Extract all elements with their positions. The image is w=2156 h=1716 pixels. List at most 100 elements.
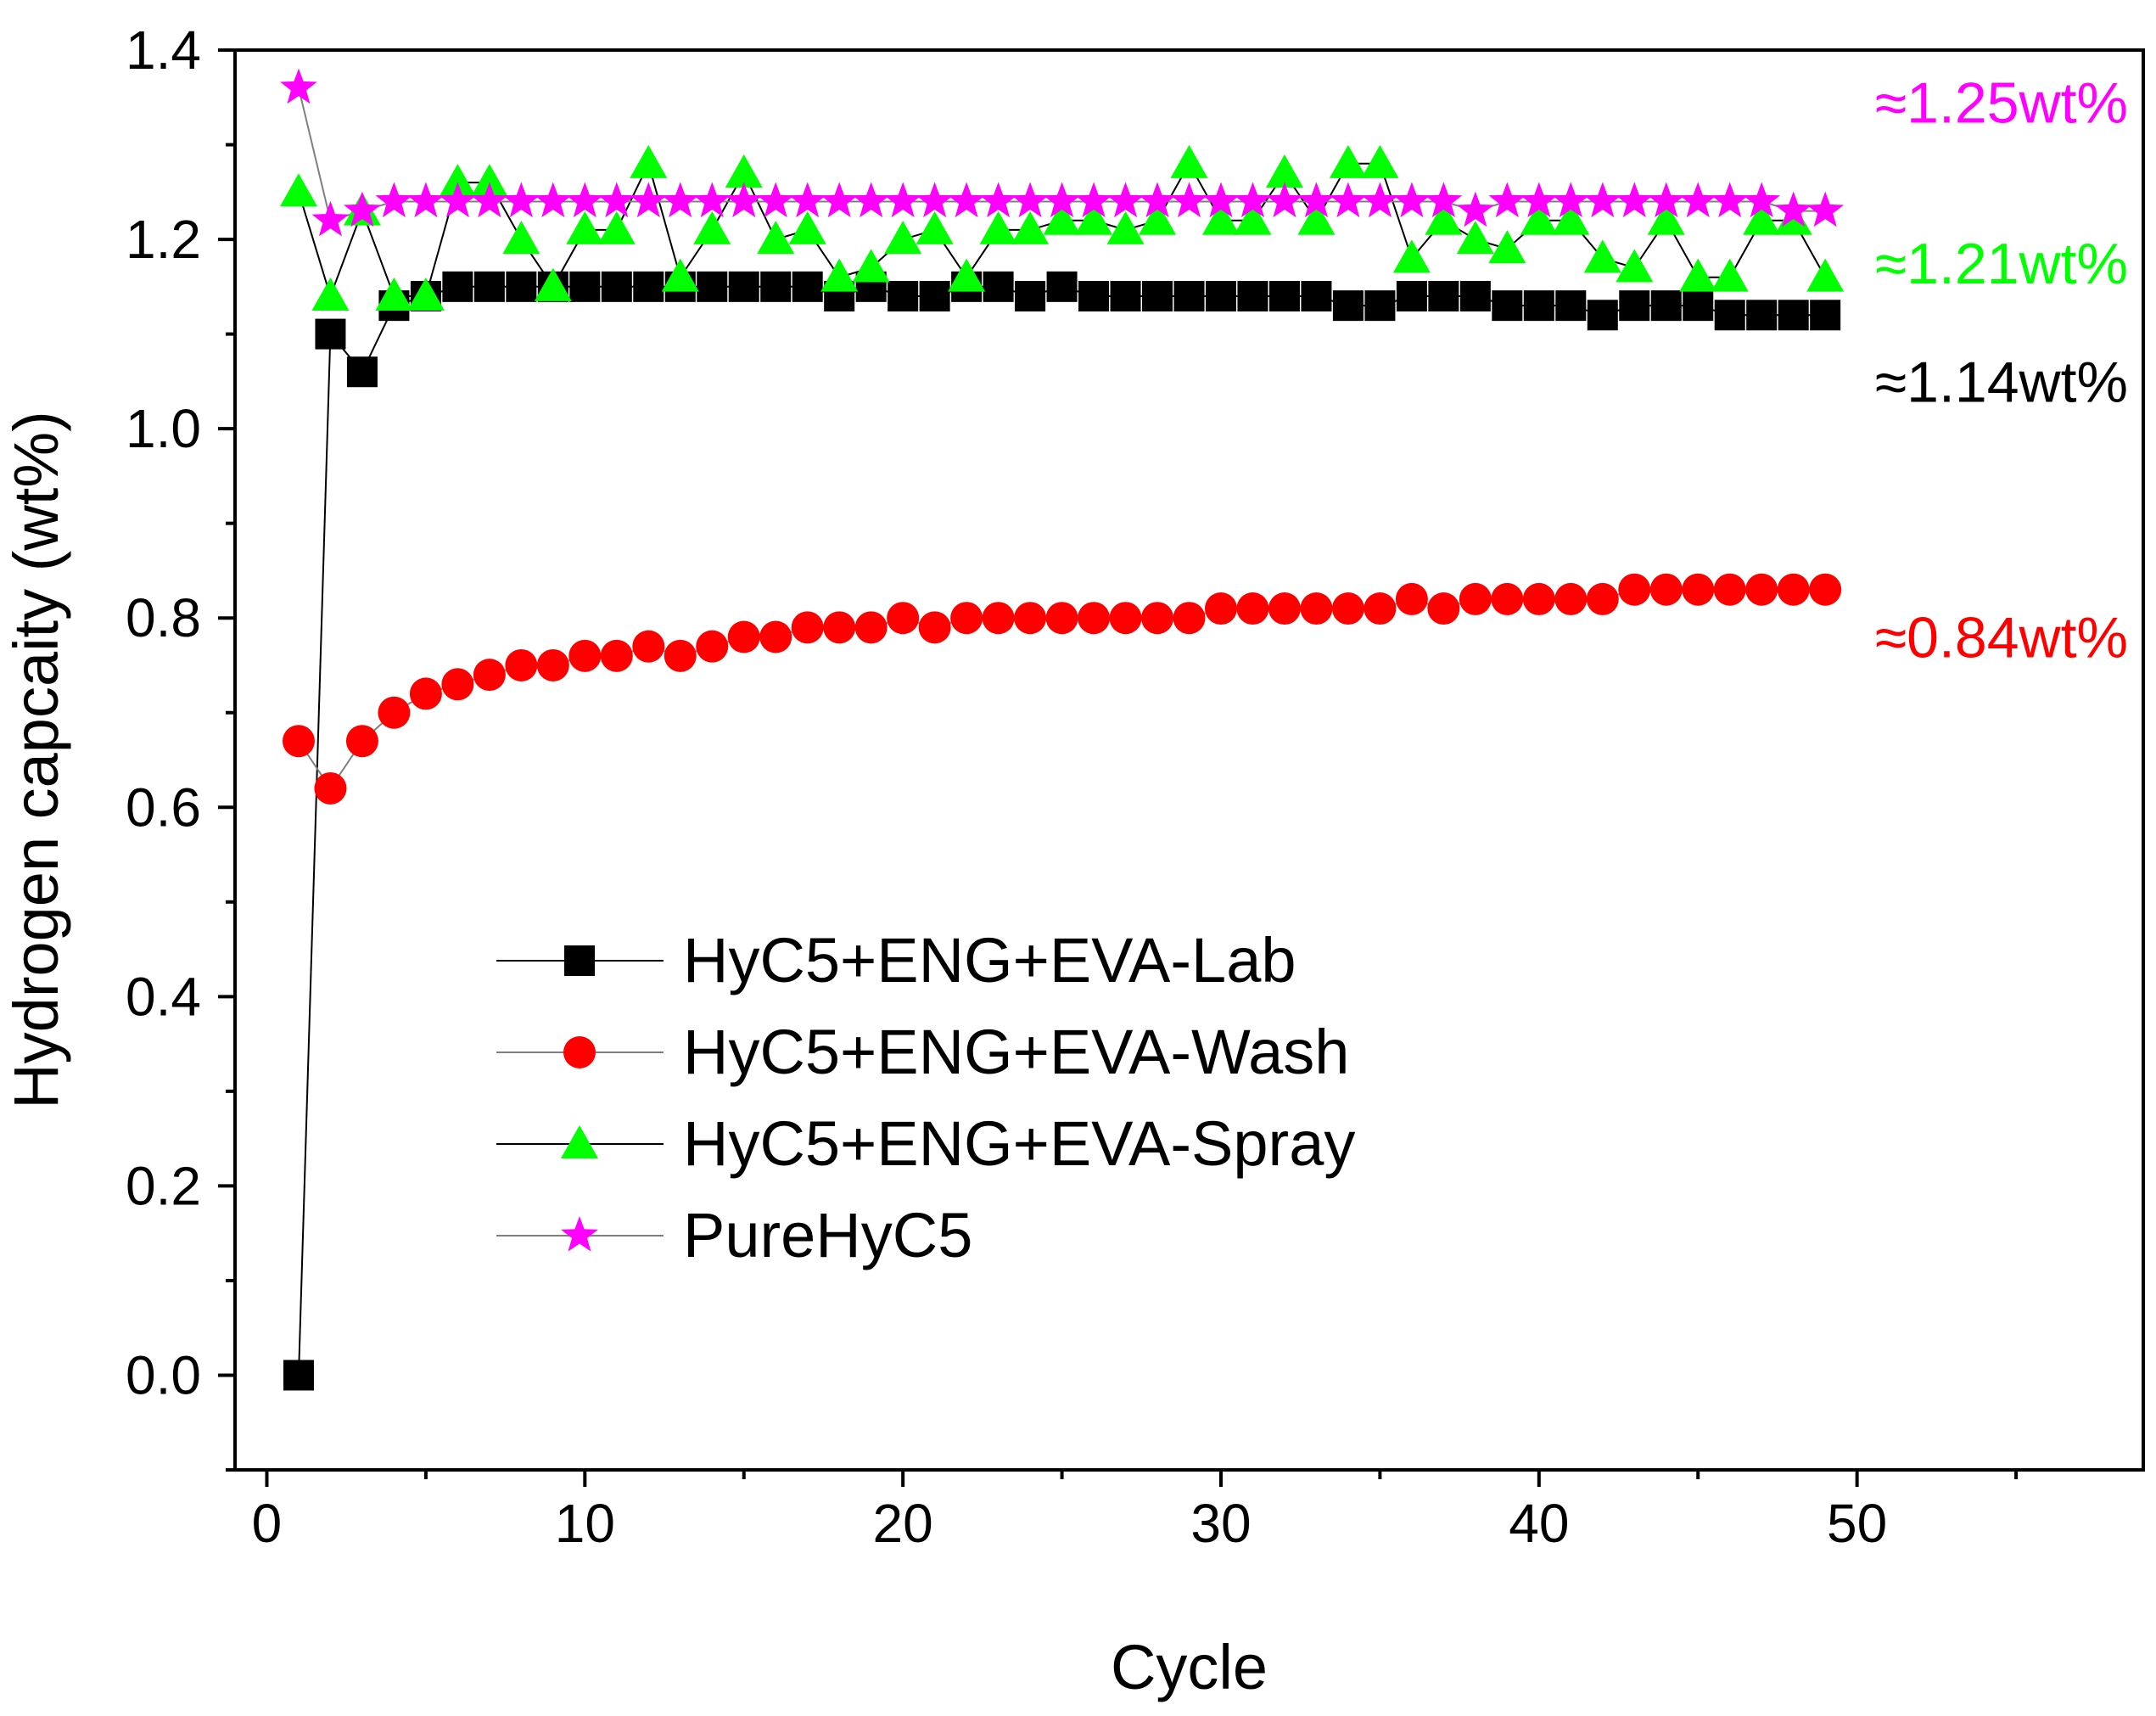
data-point — [884, 221, 922, 255]
data-point — [1330, 182, 1367, 218]
data-point — [1746, 300, 1778, 331]
data-point — [1396, 280, 1427, 311]
series-markers-1 — [283, 271, 1841, 1391]
data-point — [760, 271, 792, 302]
x-tick-label: 0 — [252, 1493, 283, 1554]
data-point — [1523, 290, 1554, 322]
data-point — [1520, 182, 1558, 218]
data-point — [693, 182, 731, 218]
data-point — [727, 620, 760, 653]
data-point — [1015, 280, 1046, 311]
data-point — [1649, 573, 1683, 606]
data-point — [568, 639, 602, 672]
data-point — [1714, 300, 1745, 331]
series-markers-2 — [282, 573, 1842, 805]
data-point — [725, 182, 763, 218]
legend-item-2: HyC5+ENG+EVA-Wash — [496, 1017, 1349, 1087]
data-point — [1173, 280, 1205, 311]
data-point — [1491, 582, 1524, 615]
data-point — [948, 182, 985, 218]
data-point — [1683, 290, 1714, 322]
data-point — [633, 271, 664, 302]
data-point — [346, 356, 378, 388]
data-point — [759, 620, 792, 653]
data-point — [505, 648, 538, 681]
data-point — [1743, 182, 1781, 218]
data-point — [1554, 582, 1588, 615]
y-tick-label: 1.0 — [126, 398, 201, 459]
data-point — [282, 725, 315, 758]
data-point — [725, 154, 763, 188]
data-point — [601, 271, 632, 302]
data-point — [283, 1360, 314, 1391]
data-point — [470, 164, 508, 198]
data-point — [1043, 201, 1081, 235]
data-point — [1711, 258, 1749, 292]
data-point — [1075, 201, 1113, 235]
data-point — [534, 267, 572, 301]
data-point — [311, 200, 350, 237]
data-point — [439, 182, 477, 218]
data-point — [792, 271, 823, 302]
x-axis-label: Cycle — [1111, 1632, 1268, 1702]
legend-label: HyC5+ENG+EVA-Wash — [683, 1017, 1349, 1087]
data-point — [600, 639, 633, 672]
data-point — [1109, 602, 1142, 635]
data-point — [502, 182, 540, 218]
data-point — [378, 696, 411, 729]
data-point — [1679, 258, 1717, 292]
y-tick-label: 1.4 — [126, 20, 201, 81]
data-point — [1234, 201, 1272, 235]
data-point — [536, 648, 569, 681]
data-point — [950, 602, 983, 635]
legend-label: PureHyC5 — [683, 1200, 972, 1270]
data-point — [471, 182, 508, 218]
y-tick-label: 0.2 — [126, 1155, 201, 1216]
data-point — [314, 771, 347, 805]
data-point — [1618, 573, 1651, 606]
data-point — [948, 258, 986, 292]
data-point — [1046, 271, 1078, 302]
plot-frame — [233, 48, 2145, 1472]
data-point — [1201, 201, 1240, 235]
data-point — [664, 639, 697, 672]
data-point — [1205, 280, 1236, 311]
data-point — [1806, 191, 1844, 227]
data-point — [630, 144, 668, 178]
data-point — [1332, 290, 1364, 322]
y-tick-label: 0.8 — [126, 587, 201, 648]
data-point — [1361, 182, 1399, 218]
data-point — [1110, 280, 1141, 311]
data-point — [1301, 280, 1332, 311]
data-point — [1297, 201, 1336, 235]
data-point — [693, 210, 731, 244]
y-tick-label: 0.4 — [126, 966, 201, 1027]
data-point — [820, 182, 859, 218]
data-point — [757, 182, 795, 218]
data-point — [1106, 210, 1145, 244]
data-point — [1268, 592, 1301, 625]
data-point — [1011, 210, 1050, 244]
data-point — [344, 191, 381, 227]
annotation-2: ≈1.21wt% — [1875, 232, 2128, 296]
data-point — [1237, 280, 1268, 311]
legend: HyC5+ENG+EVA-Lab HyC5+ENG+EVA-Wash HyC5+EN… — [496, 925, 1355, 1270]
data-point — [597, 210, 636, 244]
data-point — [1778, 300, 1809, 331]
legend-label: HyC5+ENG+EVA-Lab — [683, 925, 1296, 995]
data-point — [1806, 258, 1845, 292]
data-point — [983, 271, 1014, 302]
data-point — [1078, 602, 1111, 635]
x-tick-label: 50 — [1827, 1493, 1887, 1554]
series-markers-3 — [279, 144, 1845, 311]
legend-item-3: HyC5+ENG+EVA-Spray — [496, 1108, 1355, 1179]
data-point — [1329, 144, 1367, 178]
data-point — [345, 725, 378, 758]
data-point — [728, 271, 759, 302]
data-point — [1078, 280, 1110, 311]
data-point — [887, 602, 920, 635]
data-point — [1488, 182, 1526, 218]
data-point — [375, 277, 413, 311]
data-point — [1011, 182, 1049, 218]
